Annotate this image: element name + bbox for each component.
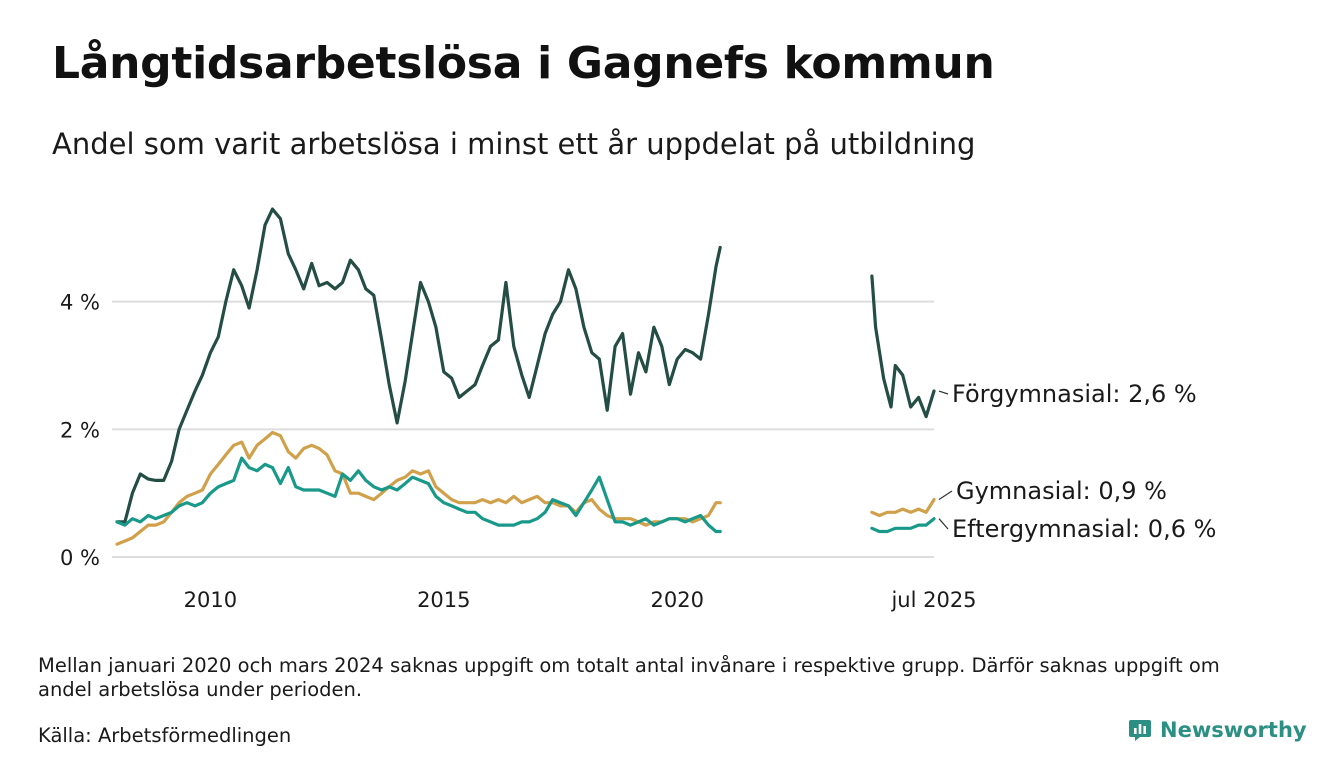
y-tick-label: 2 %	[60, 418, 100, 442]
series-förgymnasial	[115, 207, 936, 524]
gridlines	[112, 300, 934, 558]
series-line-segment	[870, 517, 936, 534]
series-line-segment	[870, 498, 936, 518]
series-gymnasial	[115, 430, 936, 546]
series-eftergymnasial	[115, 456, 936, 534]
leader-line	[938, 518, 949, 530]
brand-logo: Newsworthy	[1128, 718, 1307, 742]
series-line-segment	[115, 430, 722, 546]
series-line-segment	[870, 274, 936, 419]
brand-name: Newsworthy	[1160, 718, 1307, 742]
end-label-eftergymnasial: Eftergymnasial: 0,6 %	[952, 515, 1216, 543]
source-credit: Källa: Arbetsförmedlingen	[38, 724, 292, 747]
series-lines	[115, 207, 936, 546]
footnote: Mellan januari 2020 och mars 2024 saknas…	[38, 654, 1220, 701]
leader-line	[938, 490, 953, 501]
end-label-gymnasial: Gymnasial: 0,9 %	[956, 477, 1167, 505]
line-chart: 0 % 2 % 4 % 2010 2015 2020 jul 2025 Förgymnas…	[60, 207, 1216, 612]
x-tick-label: 2015	[417, 588, 470, 612]
y-tick-label: 4 %	[60, 291, 100, 315]
end-label-förgymnasial: Förgymnasial: 2,6 %	[952, 380, 1197, 408]
chart-title: Långtidsarbetslösa i Gagnefs kommun	[52, 38, 995, 89]
leader-line	[938, 390, 949, 395]
x-tick-label: jul 2025	[890, 588, 976, 612]
x-tick-label: 2010	[184, 588, 237, 612]
bar-chart-logo-icon	[1129, 720, 1151, 741]
end-labels: Förgymnasial: 2,6 % Gymnasial: 0,9 % Efter…	[938, 380, 1216, 543]
series-line-segment	[115, 456, 722, 534]
x-axis-ticks: 2010 2015 2020 jul 2025	[184, 588, 977, 612]
series-line-segment	[115, 207, 722, 524]
x-tick-label: 2020	[651, 588, 704, 612]
y-axis-ticks: 0 % 2 % 4 %	[60, 291, 100, 570]
y-tick-label: 0 %	[60, 546, 100, 570]
chart-subtitle: Andel som varit arbetslösa i minst ett å…	[52, 127, 976, 161]
